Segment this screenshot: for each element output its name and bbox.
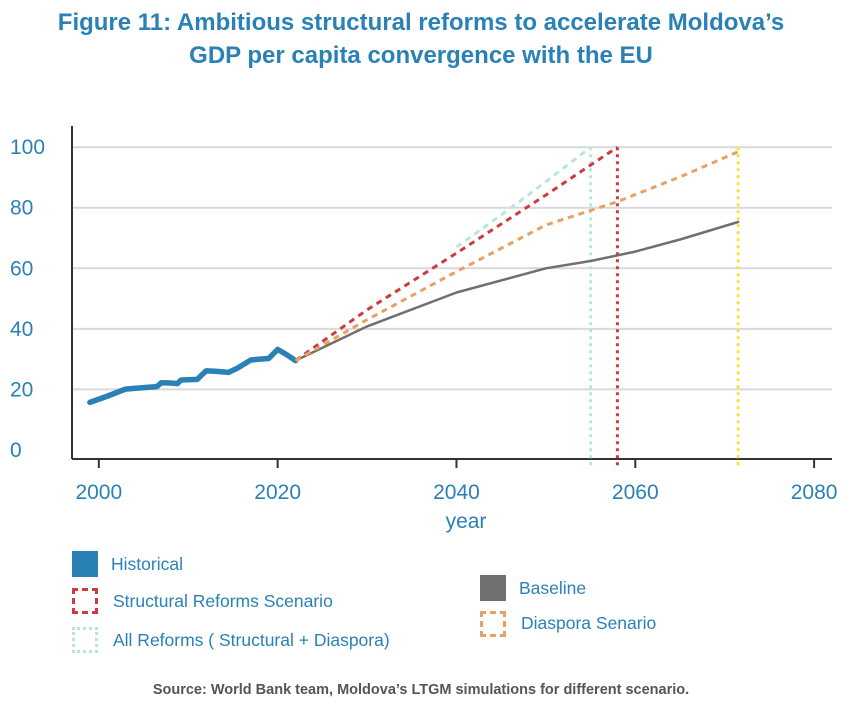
y-tick-label-60: 60 xyxy=(10,257,33,280)
x-tick-label-2020: 2020 xyxy=(254,481,301,504)
chart-title-line-2: GDP per capita convergence with the EU xyxy=(189,42,653,69)
y-tick-label-0: 0 xyxy=(10,439,22,462)
chart-title-line-1: Figure 11: Ambitious structural reforms … xyxy=(57,9,785,36)
legend-swatch-baseline xyxy=(480,575,506,601)
y-tick-label-80: 80 xyxy=(10,197,33,220)
legend-label-historical: Historical xyxy=(111,554,183,574)
y-tick-label-40: 40 xyxy=(10,318,33,341)
y-tick-label-100: 100 xyxy=(10,136,45,159)
legend-label-baseline: Baseline xyxy=(519,578,587,598)
legend-swatch-structural xyxy=(72,588,98,614)
x-tick-label-2040: 2040 xyxy=(433,481,480,504)
y-tick-label-20: 20 xyxy=(10,378,33,401)
x-tick-label-2060: 2060 xyxy=(612,481,659,504)
x-axis-title: year xyxy=(446,510,487,533)
legend-label-structural: Structural Reforms Scenario xyxy=(113,591,333,611)
series-line-structural-reforms-scenario xyxy=(294,145,619,362)
legend-swatch-diaspora xyxy=(480,611,506,637)
source-note: Source: World Bank team, Moldova’s LTGM … xyxy=(152,682,690,698)
x-tick-label-2080: 2080 xyxy=(791,481,838,504)
legend-label-diaspora: Diaspora Senario xyxy=(521,613,657,633)
series-line-baseline xyxy=(294,220,740,362)
x-tick-label-2000: 2000 xyxy=(75,481,122,504)
chart-title: Figure 11: Ambitious structural reforms … xyxy=(0,6,842,72)
legend-label-all-reforms: All Reforms ( Structural + Diaspora) xyxy=(113,630,390,650)
series-line-all-reforms-structural-diaspora xyxy=(455,146,592,249)
legend-swatch-all-reforms xyxy=(72,627,98,653)
series-line-historical xyxy=(87,346,299,406)
legend-swatch-historical xyxy=(72,551,98,577)
series-line-diaspora-senario xyxy=(294,150,739,362)
